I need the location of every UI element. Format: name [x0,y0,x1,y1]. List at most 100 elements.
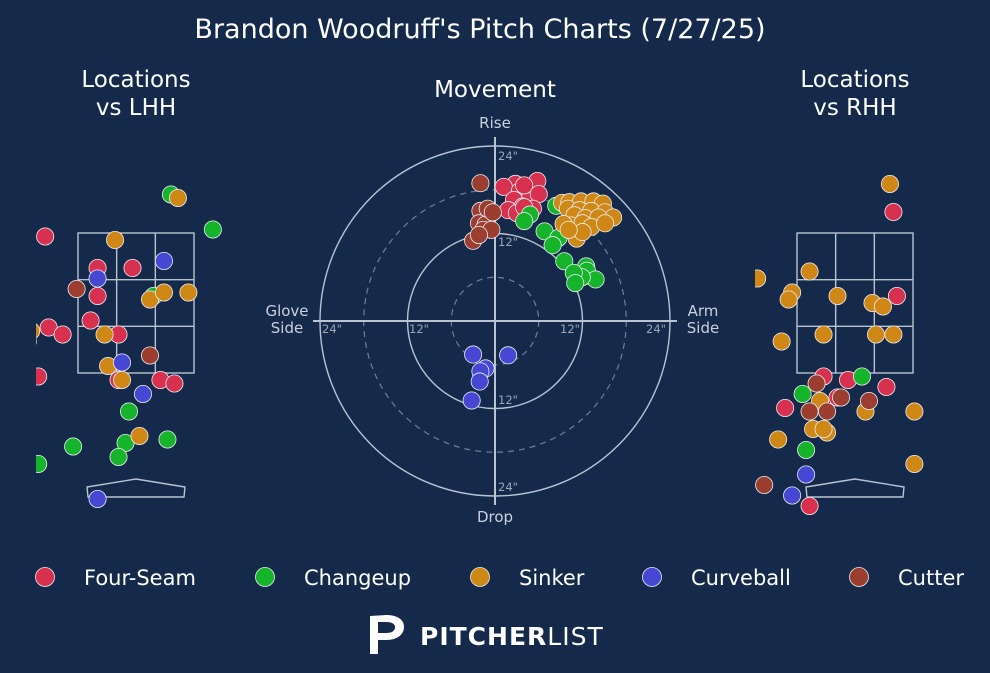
pitch-point-curveball [783,486,802,505]
pitch-point-four-seam [776,398,795,417]
home-plate [805,478,905,498]
legend-label-curveball: Curveball [691,566,791,590]
pitch-point-changeup [36,455,48,473]
axis-label-glove-side: Glove Side [265,302,308,337]
chart-title: Brandon Woodruff's Pitch Charts (7/27/25… [194,14,765,45]
pitch-point-sinker [779,290,798,309]
movement-ring-label: 24" [498,480,518,494]
pitch-point-sinker [866,325,885,344]
pitch-point-sinker [113,370,132,389]
movement-ring-label: 12" [498,393,518,407]
pitcherlist-wordmark: PITCHERLIST [420,622,604,651]
legend-swatch-four-seam [35,567,55,587]
pitch-point-four-seam [165,374,184,393]
location-panel-rhh: Locations vs RHH [735,67,924,515]
pitch-point-cutter [807,374,826,393]
pitch-point-sinker [179,283,198,302]
pitch-point-sinker [884,325,903,344]
movement-point-curveball [462,391,481,410]
pitch-point-sinker [814,325,833,344]
pitch-point-four-seam [884,202,903,221]
pitch-point-cutter [67,279,86,298]
pitch-point-sinker [772,332,791,351]
pitcherlist-logo: PITCHERLIST [366,612,606,658]
legend-swatch-cutter [849,567,869,587]
movement-point-cutter [483,203,502,222]
movement-point-changeup [543,236,562,255]
pitch-point-sinker [36,323,41,339]
movement-point-sinker [559,220,578,239]
pitch-point-cutter [755,475,774,494]
movement-ring-label: 12" [560,322,580,336]
pitch-point-sinker [769,430,788,449]
pitch-point-four-seam [53,325,72,344]
movement-ring-label: 12" [498,235,518,249]
movement-point-changeup [515,212,534,231]
legend-swatch-sinker [470,567,490,587]
location-panel-title: Locations vs LHH [81,67,190,121]
axis-label-drop: Drop [477,508,513,526]
movement-points [462,171,623,410]
legend-label-changeup: Changeup [304,566,411,590]
pitch-point-four-seam [36,227,55,246]
pitch-point-sinker [828,286,847,305]
pitch-point-sinker [905,402,924,421]
pitch-point-four-seam [877,377,896,396]
pitch-point-four-seam [800,496,819,515]
pitch-point-cutter [140,346,159,365]
pitch-point-cutter [859,391,878,410]
legend-swatch-curveball [642,567,662,587]
pitch-point-changeup [109,447,128,466]
home-plate [86,478,186,498]
pitch-point-curveball [797,465,816,484]
brand-strong: PITCHER [420,622,548,651]
legend-label-sinker: Sinker [519,566,585,590]
pitch-points [735,174,924,515]
pitch-point-four-seam [88,286,107,305]
pitch-point-sinker [0,305,8,322]
pitch-point-sinker [905,454,924,473]
pitch-point-sinker [130,426,149,445]
legend-label-cutter: Cutter [898,566,964,590]
pitch-point-sinker [735,364,752,381]
movement-point-four-seam [515,176,534,195]
legend-label-four-seam: Four-Seam [84,566,196,590]
strike-zone-frame [77,232,195,374]
pitch-point-sinker [106,230,125,249]
pitch-point-changeup [120,402,139,421]
pitch-point-sinker [168,188,187,207]
pitch-point-cutter [12,305,29,322]
pitch-point-changeup [0,448,12,465]
pitch-point-sinker [95,325,114,344]
axis-label-rise: Rise [479,114,511,132]
pitch-point-four-seam [123,258,142,277]
pitch-point-curveball [88,269,107,288]
movement-ring-label: 24" [498,149,518,163]
pitch-point-sinker [880,174,899,193]
movement-point-changeup [555,252,574,271]
pitch-point-cutter [832,388,851,407]
pitch-point-four-seam [36,331,37,338]
legend: Four-Seam Changeup Sinker Curveball Cutter [35,566,964,590]
pitch-point-curveball [133,384,152,403]
pitch-point-cutter [800,402,819,421]
pitch-point-four-seam [735,347,752,364]
movement-ring-label: 24" [322,322,342,336]
location-panel-title: Locations vs RHH [800,67,909,121]
pitch-point-sinker [755,269,767,288]
movement-point-curveball [470,372,489,391]
pitch-point-four-seam [81,311,100,330]
pitch-point-sinker [154,283,173,302]
pitch-point-sinker [800,262,819,281]
pitch-point-curveball [88,489,107,508]
movement-point-changeup [566,274,585,293]
pitch-point-changeup [797,440,816,459]
movement-ring-label: 24" [646,322,666,336]
pitch-point-changeup [64,437,83,456]
pitch-point-four-seam [0,347,15,364]
pitch-point-four-seam [36,367,48,386]
movement-ring-label: 12" [409,322,429,336]
movement-point-sinker [596,214,615,233]
